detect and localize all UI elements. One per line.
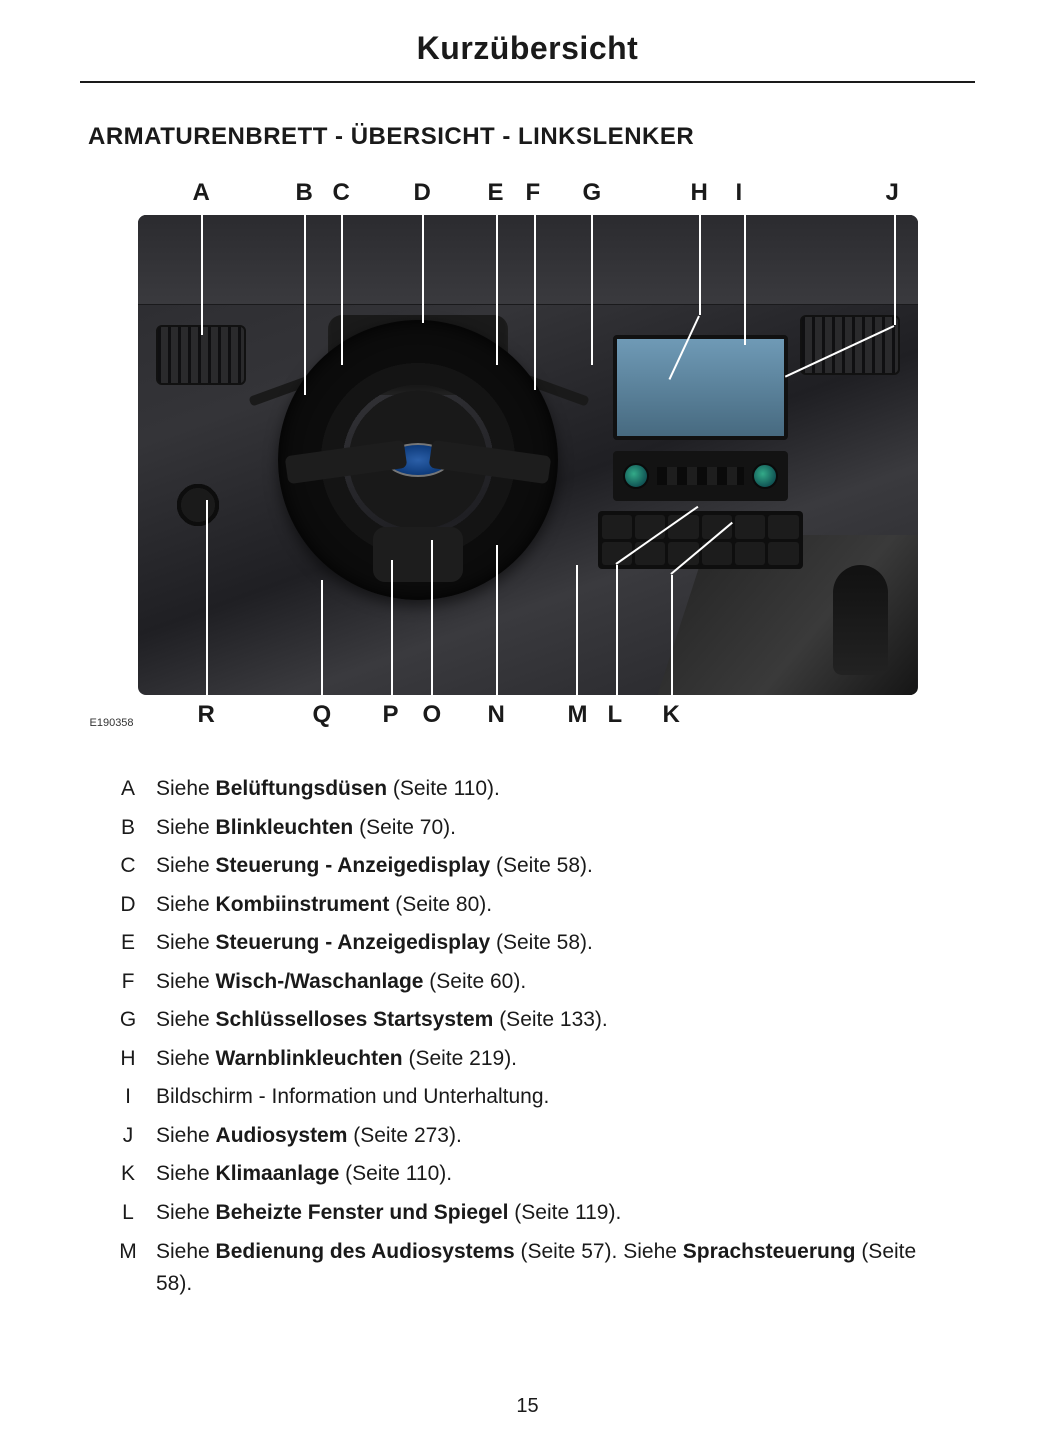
legend-desc: Siehe Wisch-/Waschanlage (Seite 60). [156, 966, 955, 999]
legend-desc: Siehe Steuerung - Anzeigedisplay (Seite … [156, 850, 955, 883]
callout-label-n: N [488, 701, 505, 729]
gear-shifter [833, 565, 888, 675]
legend-row-b: BSiehe Blinkleuchten (Seite 70). [100, 812, 955, 845]
top-label-row: A BC D EF G HI J [138, 179, 918, 211]
callout-label-a: A [193, 179, 210, 207]
page-number: 15 [0, 1395, 1055, 1418]
legend-desc: Siehe Kombiinstrument (Seite 80). [156, 889, 955, 922]
dashboard-photo [138, 215, 918, 695]
steering-wheel [278, 320, 558, 600]
legend-row-a: ASiehe Belüftungsdüsen (Seite 110). [100, 773, 955, 806]
figure-code: E190358 [90, 717, 134, 729]
page-title: Kurzübersicht [80, 30, 975, 83]
headlamp-dial [168, 475, 228, 535]
legend-row-j: JSiehe Audiosystem (Seite 273). [100, 1120, 955, 1153]
legend-desc: Bildschirm - Information und Unterhaltun… [156, 1081, 955, 1114]
legend-desc: Siehe Steuerung - Anzeigedisplay (Seite … [156, 927, 955, 960]
callout-label-g: G [583, 179, 602, 207]
legend-desc: Siehe Bedienung des Audiosystems (Seite … [156, 1236, 955, 1301]
climate-panel [598, 511, 803, 569]
callout-label-m: M [568, 701, 588, 729]
legend-row-m: MSiehe Bedienung des Audiosystems (Seite… [100, 1236, 955, 1301]
legend-key: M [100, 1236, 156, 1269]
legend-row-c: CSiehe Steuerung - Anzeigedisplay (Seite… [100, 850, 955, 883]
legend-desc: Siehe Belüftungsdüsen (Seite 110). [156, 773, 955, 806]
callout-label-p: P [383, 701, 399, 729]
callout-label-e: E [488, 179, 504, 207]
legend-row-f: FSiehe Wisch-/Waschanlage (Seite 60). [100, 966, 955, 999]
legend-key: K [100, 1158, 156, 1191]
legend-row-i: IBildschirm - Information und Unterhaltu… [100, 1081, 955, 1114]
legend-desc: Siehe Beheizte Fenster und Spiegel (Seit… [156, 1197, 955, 1230]
bottom-label-row: R Q PO N ML K [138, 701, 918, 733]
callout-label-r: R [198, 701, 215, 729]
legend-row-h: HSiehe Warnblinkleuchten (Seite 219). [100, 1043, 955, 1076]
legend-desc: Siehe Audiosystem (Seite 273). [156, 1120, 955, 1153]
callout-label-b: B [296, 179, 313, 207]
callout-label-o: O [423, 701, 442, 729]
legend-desc: Siehe Klimaanlage (Seite 110). [156, 1158, 955, 1191]
radio-panel [613, 451, 788, 501]
legend-key: G [100, 1004, 156, 1037]
legend-key: A [100, 773, 156, 806]
callout-label-f: F [526, 179, 541, 207]
infotainment-screen [613, 335, 788, 440]
legend-row-k: KSiehe Klimaanlage (Seite 110). [100, 1158, 955, 1191]
legend-key: I [100, 1081, 156, 1114]
legend-key: B [100, 812, 156, 845]
legend-row-l: LSiehe Beheizte Fenster und Spiegel (Sei… [100, 1197, 955, 1230]
callout-label-j: J [886, 179, 899, 207]
callout-label-i: I [736, 179, 743, 207]
legend-key: C [100, 850, 156, 883]
callout-label-c: C [333, 179, 350, 207]
callout-label-k: K [663, 701, 680, 729]
legend-key: J [100, 1120, 156, 1153]
legend-row-e: ESiehe Steuerung - Anzeigedisplay (Seite… [100, 927, 955, 960]
diagram-wrap: A BC D EF G HI J [80, 179, 975, 733]
legend-desc: Siehe Warnblinkleuchten (Seite 219). [156, 1043, 955, 1076]
vent-right [800, 315, 900, 375]
legend-key: E [100, 927, 156, 960]
callout-label-h: H [691, 179, 708, 207]
legend-row-d: DSiehe Kombiinstrument (Seite 80). [100, 889, 955, 922]
callout-label-l: L [608, 701, 623, 729]
legend-key: H [100, 1043, 156, 1076]
legend-key: F [100, 966, 156, 999]
legend-desc: Siehe Blinkleuchten (Seite 70). [156, 812, 955, 845]
vent-left [156, 325, 246, 385]
callout-label-q: Q [313, 701, 332, 729]
section-title: ARMATURENBRETT - ÜBERSICHT - LINKSLENKER [80, 123, 975, 151]
legend-row-g: GSiehe Schlüsselloses Startsystem (Seite… [100, 1004, 955, 1037]
legend-key: D [100, 889, 156, 922]
legend-key: L [100, 1197, 156, 1230]
legend-desc: Siehe Schlüsselloses Startsystem (Seite … [156, 1004, 955, 1037]
legend-list: ASiehe Belüftungsdüsen (Seite 110).BSieh… [80, 773, 975, 1301]
callout-label-d: D [414, 179, 431, 207]
